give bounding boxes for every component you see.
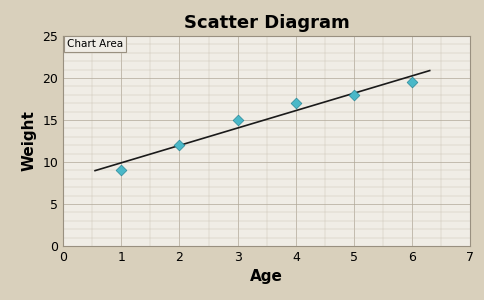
Text: Chart Area: Chart Area [67, 39, 123, 49]
Point [349, 92, 357, 97]
Point [175, 143, 183, 148]
Point [233, 118, 241, 122]
X-axis label: Age: Age [250, 269, 283, 284]
Point [117, 168, 125, 173]
Point [291, 101, 299, 106]
Point [408, 80, 415, 85]
Y-axis label: Weight: Weight [22, 111, 37, 171]
Title: Scatter Diagram: Scatter Diagram [183, 14, 349, 32]
